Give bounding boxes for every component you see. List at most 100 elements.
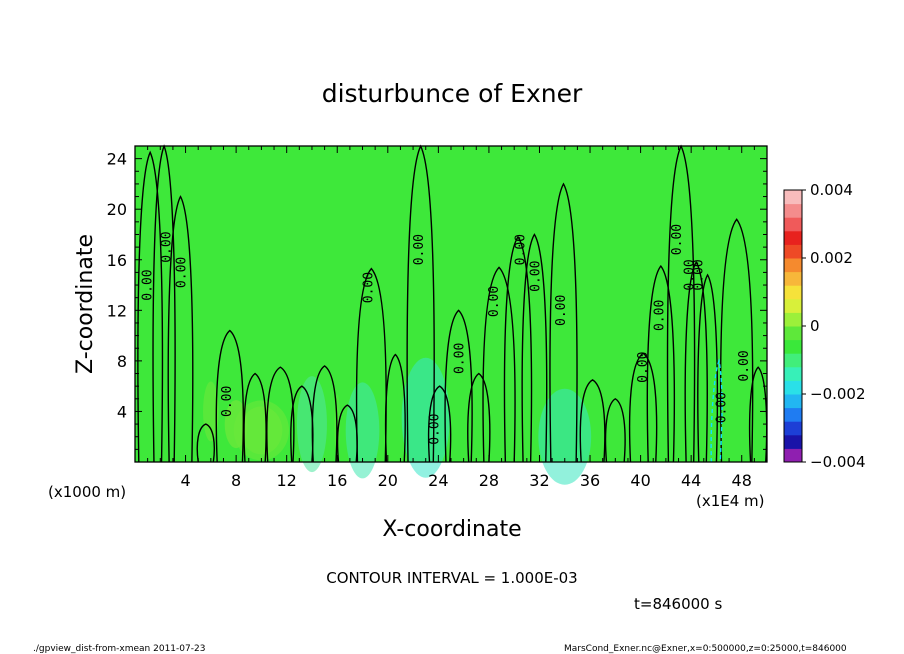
- chart-title: disturbunce of Exner: [322, 79, 583, 108]
- contour-label: 0.00: [140, 269, 155, 300]
- x-tick-label: 48: [732, 471, 752, 490]
- negative-contour-line: [710, 358, 723, 463]
- contour-line: [311, 365, 338, 463]
- colorbar-swatch: [784, 244, 802, 259]
- contour-label: 0.00: [692, 259, 707, 290]
- colorbar-swatch: [784, 217, 802, 232]
- contour-labels: 0.000.000.000.000.000.000.000.000.000.00…: [140, 224, 752, 445]
- contour-line: [604, 397, 626, 463]
- colorbar-swatch: [784, 434, 802, 449]
- contour-interval-text: CONTOUR INTERVAL = 1.000E-03: [326, 569, 577, 587]
- contour-line: [467, 372, 491, 463]
- contour-line: [243, 372, 267, 463]
- contour-label: 0.00: [513, 234, 528, 265]
- colorbar-swatch: [784, 339, 802, 354]
- x-tick-label: 8: [231, 471, 241, 490]
- colorbar-swatch: [784, 271, 802, 286]
- y-tick-label: 24: [107, 150, 127, 169]
- colorbar-swatch: [784, 407, 802, 422]
- colorbar-swatch: [784, 380, 802, 395]
- contour-label: 0.00: [636, 352, 651, 383]
- contour-label: 0.00: [487, 286, 502, 317]
- contour-label: 0.00: [670, 224, 685, 255]
- x-axis-ticks: 4 8 12 16 20 24 28 32 36 40 44 48: [147, 146, 755, 490]
- colorbar-swatch: [784, 448, 802, 463]
- colorbar-swatch: [784, 394, 802, 409]
- contour-label: 0.00: [554, 295, 569, 326]
- y-tick-label: 16: [107, 251, 127, 270]
- contour-label: 0.00: [175, 257, 190, 288]
- x-tick-label: 32: [529, 471, 549, 490]
- x-tick-label: 36: [580, 471, 600, 490]
- colorbar-tick-label: 0.004: [810, 181, 853, 199]
- contour-label: 0.00: [412, 234, 427, 265]
- x-unit-left: (x1000 m): [48, 483, 126, 501]
- contour-line: [444, 309, 473, 463]
- x-tick-label: 4: [180, 471, 190, 490]
- y-tick-label: 4: [117, 402, 127, 421]
- script-info: ./gpview_dist-from-xmean 2011-07-23: [33, 644, 205, 654]
- x-axis-label: X-coordinate: [382, 517, 521, 542]
- x-tick-label: 24: [428, 471, 448, 490]
- contour-line: [427, 385, 452, 463]
- y-tick-label: 8: [117, 352, 127, 371]
- colorbar-swatch: [784, 203, 802, 218]
- field-patch: [203, 381, 219, 442]
- colorbar-tick-label: −0.002: [810, 385, 866, 403]
- colorbar-tick-label: 0: [810, 317, 820, 335]
- colorbar-swatch: [784, 298, 802, 313]
- contour-line: [215, 329, 245, 463]
- contour-line: [579, 379, 606, 463]
- colorbar-swatch: [784, 230, 802, 245]
- contour-line: [628, 352, 658, 463]
- colorbar-swatch: [784, 353, 802, 368]
- colorbar-swatch: [784, 326, 802, 341]
- field-patch: [233, 400, 289, 461]
- contour-label: 0.00: [652, 300, 667, 331]
- contour-label: 0.00: [362, 272, 377, 303]
- contour-line: [196, 423, 216, 463]
- y-axis-ticks: 4 8 12 16 20 24: [107, 150, 767, 450]
- colorbar-tick-label: 0.002: [810, 249, 853, 267]
- y-axis-label: Z-coordinate: [73, 234, 98, 374]
- plot-area: 0.000.000.000.000.000.000.000.000.000.00…: [134, 144, 768, 485]
- contour-label: 0.00: [737, 350, 752, 381]
- contour-label: 0.00: [453, 343, 468, 374]
- field-patch: [538, 388, 592, 485]
- colorbar-tick-label: −0.004: [810, 453, 866, 471]
- contour-line: [719, 218, 754, 463]
- file-info: MarsCond_Exner.nc@Exner,x=0:500000,z=0:2…: [564, 644, 847, 654]
- x-tick-label: 20: [378, 471, 398, 490]
- contour-line: [355, 267, 387, 463]
- colorbar-labels: 0.004 0.002 0 −0.002 −0.004: [802, 181, 866, 471]
- contour-line: [697, 273, 719, 463]
- x-tick-label: 28: [479, 471, 499, 490]
- y-tick-label: 20: [107, 200, 127, 219]
- colorbar-swatch: [784, 421, 802, 436]
- contour-label: 0.00: [220, 386, 235, 417]
- contour-line: [167, 195, 194, 463]
- colorbar-swatch: [784, 366, 802, 381]
- contour-line: [521, 233, 548, 463]
- x-tick-label: 40: [630, 471, 650, 490]
- contour-line: [684, 260, 708, 463]
- field-texture: [203, 357, 592, 485]
- contour-label: 0.00: [427, 413, 442, 444]
- contour-label: 0.00: [714, 392, 729, 423]
- contour-line: [384, 353, 406, 463]
- x-unit-right: (x1E4 m): [696, 492, 765, 510]
- field-patch: [345, 382, 380, 479]
- contour-line: [646, 264, 676, 463]
- contour-line: [137, 150, 164, 463]
- x-tick-label: 16: [327, 471, 347, 490]
- x-tick-label: 44: [681, 471, 701, 490]
- colorbar-swatch: [784, 312, 802, 327]
- colorbar-swatch: [784, 258, 802, 273]
- y-tick-label: 12: [107, 301, 127, 320]
- contour-label: 0.00: [683, 259, 698, 290]
- colorbar-swatch: [784, 285, 802, 300]
- contour-line: [266, 366, 295, 463]
- colorbar: [783, 189, 803, 463]
- contour-label: 0.00: [159, 231, 174, 262]
